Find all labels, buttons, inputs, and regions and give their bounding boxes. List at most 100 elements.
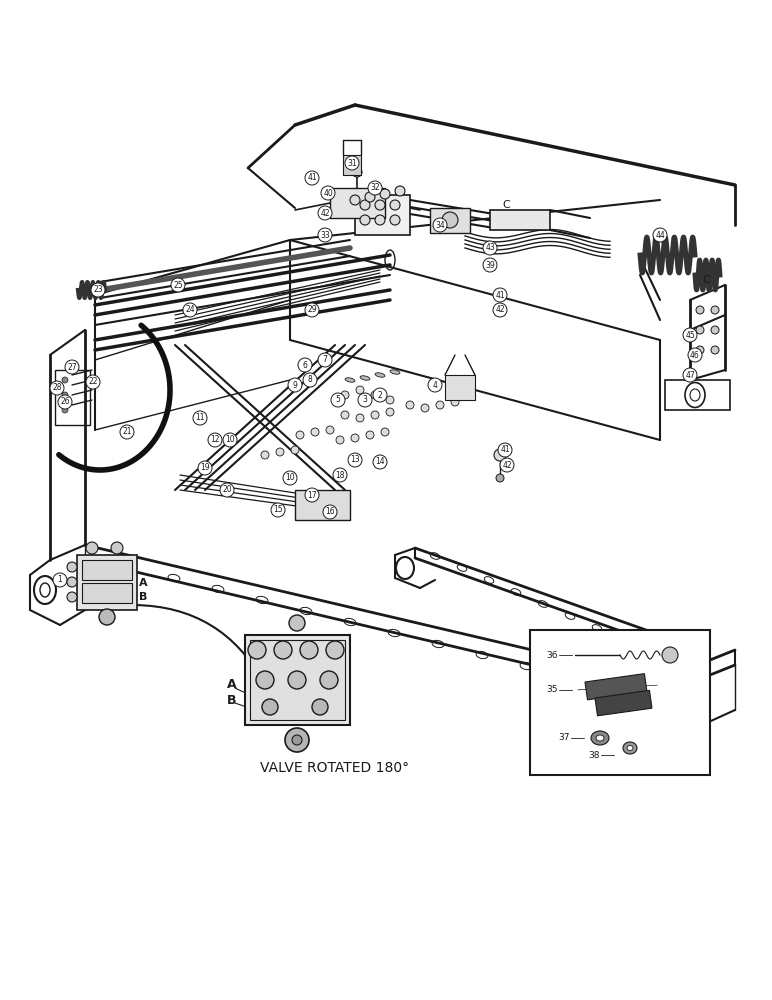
Circle shape <box>198 461 212 475</box>
Circle shape <box>333 468 347 482</box>
Bar <box>0 955 772 1000</box>
Text: 41: 41 <box>495 290 505 300</box>
Text: 1: 1 <box>58 576 63 584</box>
Circle shape <box>53 573 67 587</box>
Text: 12: 12 <box>210 436 220 444</box>
Circle shape <box>271 503 285 517</box>
Circle shape <box>360 200 370 210</box>
Circle shape <box>483 258 497 272</box>
Circle shape <box>390 215 400 225</box>
Text: 45: 45 <box>685 330 695 340</box>
Circle shape <box>305 488 319 502</box>
Bar <box>445 375 475 400</box>
Text: 38: 38 <box>588 750 600 760</box>
Text: 20: 20 <box>222 486 232 494</box>
Bar <box>665 380 730 410</box>
Text: 27: 27 <box>67 362 76 371</box>
Text: 34: 34 <box>435 221 445 230</box>
Circle shape <box>262 699 278 715</box>
Circle shape <box>292 735 302 745</box>
Circle shape <box>303 373 317 387</box>
Circle shape <box>193 411 207 425</box>
Ellipse shape <box>591 731 609 745</box>
Circle shape <box>381 428 389 436</box>
Text: 43: 43 <box>485 243 495 252</box>
Circle shape <box>375 200 385 210</box>
Circle shape <box>711 326 719 334</box>
Circle shape <box>120 425 134 439</box>
Circle shape <box>711 306 719 314</box>
Circle shape <box>331 393 345 407</box>
Circle shape <box>67 577 77 587</box>
Text: 26: 26 <box>60 397 69 406</box>
Circle shape <box>380 189 390 199</box>
Text: 44: 44 <box>655 231 665 239</box>
Circle shape <box>406 401 414 409</box>
Text: 24: 24 <box>185 306 195 314</box>
Circle shape <box>368 181 382 195</box>
Text: A: A <box>227 678 237 692</box>
Circle shape <box>223 433 237 447</box>
Circle shape <box>451 398 459 406</box>
Circle shape <box>341 391 349 399</box>
Text: 16: 16 <box>325 508 335 516</box>
Bar <box>250 640 345 720</box>
Bar <box>595 690 652 716</box>
Text: 36: 36 <box>547 650 558 660</box>
Circle shape <box>288 671 306 689</box>
Circle shape <box>662 647 678 663</box>
Text: 42: 42 <box>503 460 512 470</box>
Bar <box>343 155 361 175</box>
Circle shape <box>366 431 374 439</box>
Circle shape <box>318 228 332 242</box>
Circle shape <box>498 443 512 457</box>
Circle shape <box>386 408 394 416</box>
Circle shape <box>62 377 68 383</box>
Circle shape <box>261 451 269 459</box>
Circle shape <box>493 303 507 317</box>
Circle shape <box>356 386 364 394</box>
Circle shape <box>62 392 68 398</box>
Ellipse shape <box>390 370 400 374</box>
Circle shape <box>86 542 98 554</box>
Text: 22: 22 <box>88 377 98 386</box>
Bar <box>490 210 550 230</box>
Circle shape <box>500 458 514 472</box>
Text: 13: 13 <box>350 456 360 464</box>
Text: 7: 7 <box>323 356 327 364</box>
Circle shape <box>386 396 394 404</box>
Circle shape <box>183 303 197 317</box>
Circle shape <box>274 641 292 659</box>
Text: 14: 14 <box>375 458 384 466</box>
Circle shape <box>351 434 359 442</box>
Circle shape <box>111 542 123 554</box>
Circle shape <box>360 215 370 225</box>
Bar <box>82 583 132 603</box>
Ellipse shape <box>375 373 385 377</box>
Text: 4: 4 <box>432 380 438 389</box>
Text: 46: 46 <box>690 351 700 360</box>
Bar <box>82 560 132 580</box>
Circle shape <box>428 378 442 392</box>
Circle shape <box>493 288 507 302</box>
Circle shape <box>323 505 337 519</box>
Text: 29: 29 <box>307 306 317 314</box>
Circle shape <box>356 414 364 422</box>
Circle shape <box>318 206 332 220</box>
Circle shape <box>50 381 64 395</box>
Circle shape <box>442 212 458 228</box>
Circle shape <box>312 699 328 715</box>
Text: 10: 10 <box>285 474 295 483</box>
Text: 41: 41 <box>307 174 317 182</box>
Circle shape <box>300 641 318 659</box>
Text: VALVE ROTATED 180°: VALVE ROTATED 180° <box>260 761 410 775</box>
Text: C: C <box>502 200 510 210</box>
Circle shape <box>711 346 719 354</box>
Circle shape <box>86 375 100 389</box>
Bar <box>330 188 385 218</box>
Circle shape <box>296 431 304 439</box>
Ellipse shape <box>345 378 355 382</box>
Circle shape <box>696 346 704 354</box>
Circle shape <box>373 388 387 402</box>
Text: 33: 33 <box>320 231 330 239</box>
